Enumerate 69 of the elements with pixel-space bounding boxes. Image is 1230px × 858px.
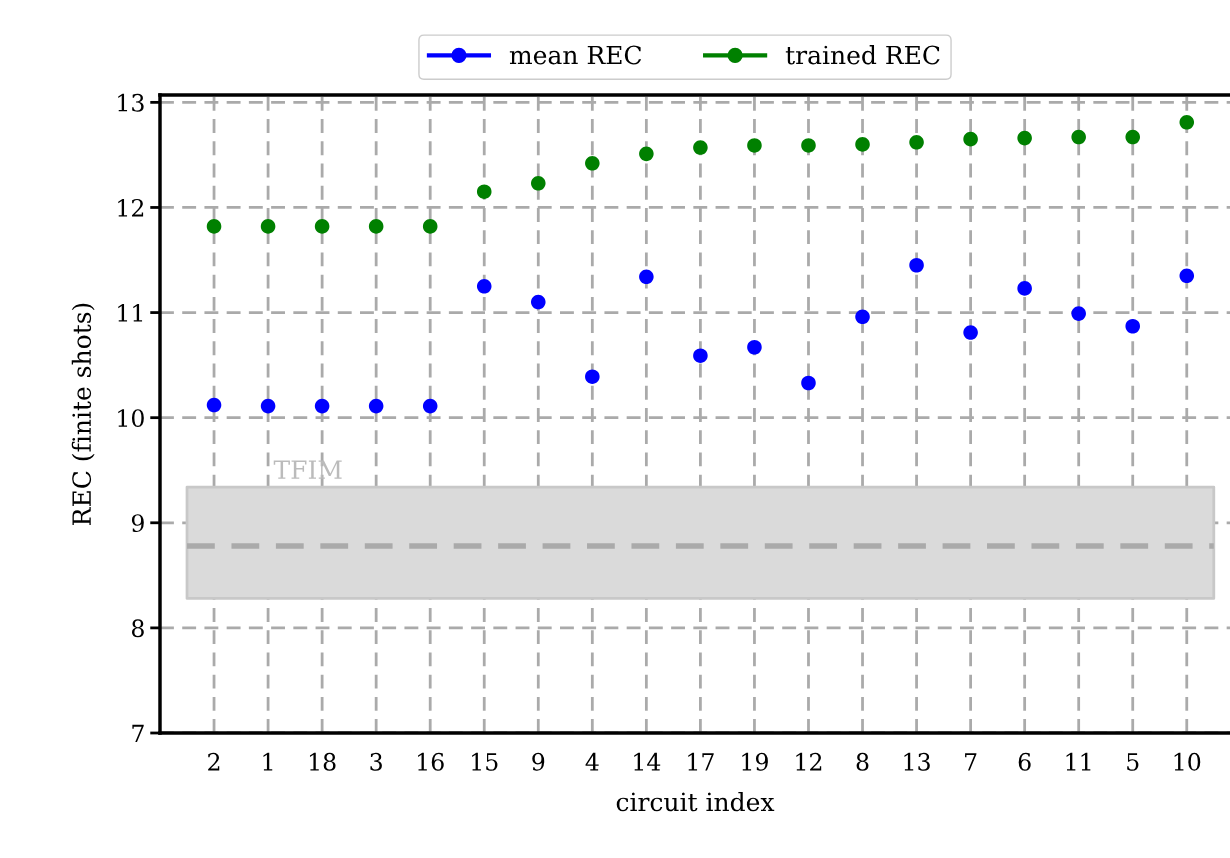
band-label: TFIM bbox=[273, 460, 342, 479]
x-tick-label: 1 bbox=[263, 752, 273, 771]
point bbox=[855, 309, 870, 325]
point bbox=[476, 184, 492, 199]
point bbox=[314, 219, 330, 234]
point bbox=[693, 140, 708, 155]
point bbox=[206, 219, 222, 234]
point bbox=[260, 219, 276, 234]
point bbox=[1017, 281, 1032, 296]
x-tick-label: 3 bbox=[370, 752, 382, 771]
x-tick-label: 8 bbox=[856, 752, 869, 771]
y-axis-title: REC (finite shots) bbox=[71, 303, 95, 525]
x-tick-label: 9 bbox=[532, 752, 545, 771]
x-tick-label: 18 bbox=[309, 752, 336, 771]
x-tick-label: 17 bbox=[688, 752, 714, 771]
point bbox=[476, 279, 492, 294]
x-tick-label: 10 bbox=[1174, 752, 1201, 771]
x-tick-label: 15 bbox=[472, 752, 498, 771]
point bbox=[1071, 306, 1086, 321]
point bbox=[747, 339, 762, 355]
x-tick-label: 19 bbox=[742, 752, 768, 771]
point bbox=[639, 269, 654, 285]
point bbox=[747, 138, 762, 153]
point bbox=[639, 146, 654, 162]
point bbox=[585, 369, 600, 384]
x-tick-label: 4 bbox=[585, 752, 599, 771]
point bbox=[1125, 129, 1141, 145]
x-tick-label: 13 bbox=[904, 752, 930, 771]
y-tick-label: 7 bbox=[132, 724, 144, 742]
legend-label: mean REC bbox=[509, 45, 642, 65]
point bbox=[801, 375, 816, 391]
x-tick-label: 5 bbox=[1127, 753, 1139, 771]
y-tick-label: 13 bbox=[118, 93, 144, 112]
x-tick-label: 2 bbox=[208, 752, 220, 771]
x-tick-label: 14 bbox=[634, 752, 661, 771]
x-tick-label: 11 bbox=[1066, 752, 1091, 771]
point bbox=[1179, 268, 1195, 284]
point bbox=[693, 348, 708, 363]
point bbox=[368, 398, 384, 414]
point bbox=[368, 219, 384, 234]
point bbox=[531, 176, 546, 191]
x-tick-label: 6 bbox=[1018, 752, 1031, 771]
point bbox=[963, 325, 978, 340]
point bbox=[1179, 115, 1195, 130]
y-tick-label: 11 bbox=[118, 304, 143, 322]
x-axis-title: circuit index bbox=[616, 791, 775, 812]
point bbox=[1125, 318, 1141, 334]
point bbox=[801, 138, 816, 153]
point bbox=[206, 397, 222, 413]
point bbox=[260, 398, 276, 414]
x-tick-label: 7 bbox=[965, 753, 977, 771]
point bbox=[855, 137, 870, 152]
point bbox=[1071, 129, 1086, 145]
point bbox=[1017, 130, 1032, 146]
point bbox=[422, 219, 438, 234]
point bbox=[909, 257, 924, 273]
point bbox=[422, 398, 438, 414]
legend-label: trained REC bbox=[785, 45, 940, 65]
y-tick-label: 8 bbox=[131, 619, 144, 638]
x-tick-label: 16 bbox=[418, 752, 444, 771]
point bbox=[909, 135, 924, 150]
y-tick-label: 10 bbox=[118, 409, 144, 427]
point bbox=[314, 398, 330, 414]
y-tick-label: 9 bbox=[131, 514, 144, 533]
point bbox=[963, 131, 978, 147]
point bbox=[585, 156, 600, 171]
y-tick-label: 12 bbox=[118, 198, 144, 217]
point bbox=[531, 294, 546, 310]
x-tick-label: 12 bbox=[796, 752, 822, 771]
